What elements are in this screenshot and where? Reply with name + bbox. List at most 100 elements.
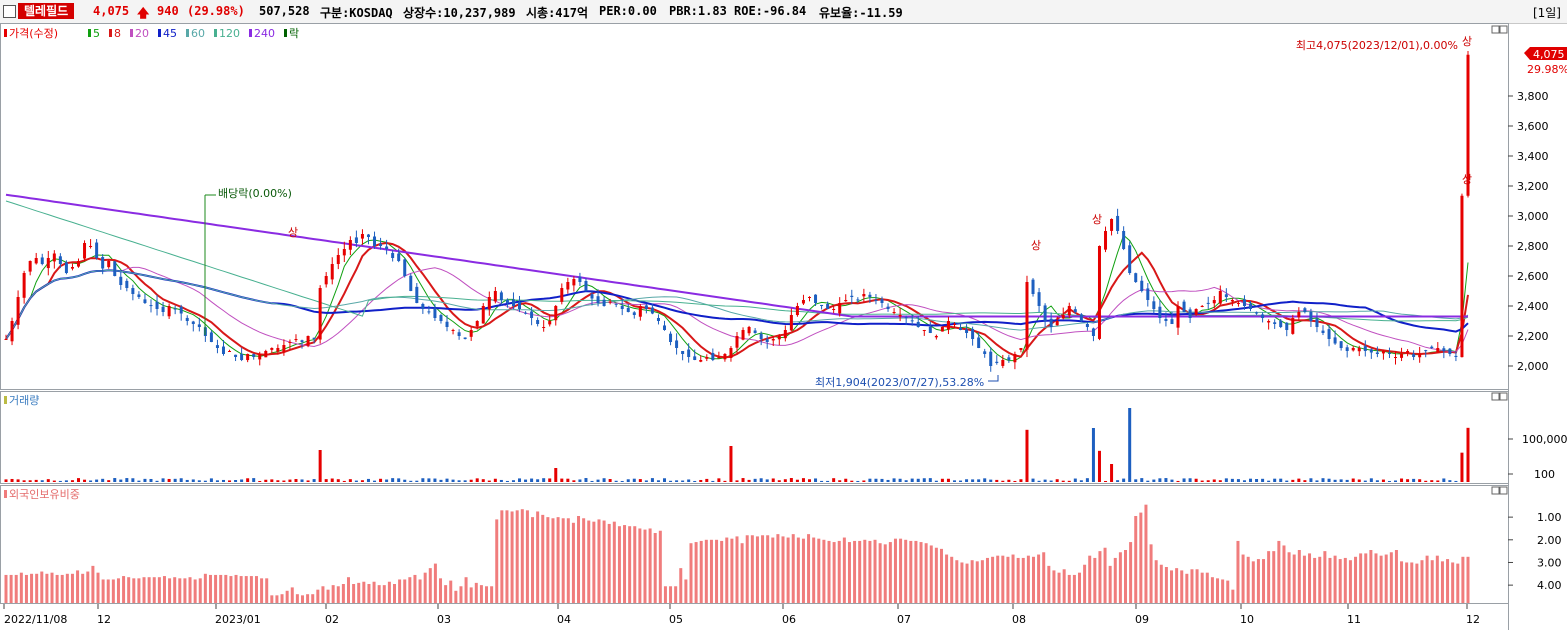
foreign-tick-label: 2.00: [1537, 534, 1562, 547]
volume-bar: [656, 480, 660, 482]
candle: [397, 248, 401, 263]
volume-bar: [1025, 429, 1029, 482]
candle: [1424, 349, 1428, 358]
foreign-bar: [423, 572, 427, 603]
foreign-bar: [1456, 563, 1460, 603]
minimize-icon[interactable]: [1491, 392, 1500, 401]
stock-name-badge[interactable]: 텔레필드: [18, 3, 75, 19]
candle: [1116, 208, 1120, 235]
foreign-bar: [1159, 564, 1163, 603]
candle: [729, 346, 733, 362]
candle: [542, 320, 546, 332]
stock-info-bar: 텔레필드 4,075 🡅 940 (29.98%) 507,528 구분:KOS…: [0, 0, 1567, 24]
candle: [4, 334, 8, 340]
volume-bar: [663, 478, 667, 482]
volume-bar: [1176, 480, 1180, 482]
candle: [807, 296, 811, 302]
candle: [608, 298, 612, 305]
foreign-bar: [1072, 574, 1076, 603]
volume-bar: [868, 478, 872, 482]
volume-bar: [421, 478, 425, 482]
maximize-icon[interactable]: [1499, 486, 1508, 495]
candle: [880, 296, 884, 308]
foreign-bar: [464, 577, 468, 603]
candle: [578, 272, 582, 286]
volume-bar: [1170, 479, 1174, 482]
volume-bar: [1400, 478, 1404, 482]
foreign-bar: [208, 574, 212, 603]
foreign-bar: [904, 539, 908, 603]
volume-bar: [155, 480, 159, 482]
foreign-bar: [531, 517, 535, 603]
foreign-bar: [198, 578, 202, 603]
volume-bar: [548, 478, 552, 482]
volume-bar: [1357, 479, 1361, 482]
foreign-bar: [183, 578, 187, 603]
candle: [1079, 313, 1083, 323]
ma-120-line: [5, 200, 1469, 322]
maximize-icon[interactable]: [1499, 392, 1508, 401]
volume-bar: [1104, 480, 1108, 482]
panel-buttons[interactable]: [1491, 25, 1508, 495]
candle: [1279, 319, 1283, 329]
volume-bar: [228, 480, 232, 482]
foreign-bar: [1210, 577, 1214, 603]
candle: [771, 336, 775, 347]
volume-bar: [1116, 480, 1120, 482]
volume-bars: [4, 408, 1470, 482]
minimize-icon[interactable]: [1491, 25, 1500, 34]
listed-shares: 상장수:10,237,989: [403, 6, 516, 20]
candle: [300, 339, 304, 349]
volume-bar: [1224, 478, 1228, 482]
volume-bar: [252, 478, 256, 482]
volume-bar: [632, 478, 636, 482]
foreign-bar: [1231, 589, 1235, 603]
candle: [1037, 287, 1041, 313]
candle: [717, 351, 721, 359]
foreign-bar: [336, 586, 340, 603]
foreign-bar: [1200, 572, 1204, 603]
period-selector[interactable]: [1일]: [1532, 6, 1561, 20]
volume-bar: [270, 479, 274, 482]
candle: [58, 253, 62, 269]
volume-bar: [246, 478, 250, 482]
foreign-bar: [1435, 555, 1439, 603]
foreign-bar: [413, 574, 417, 603]
candle: [276, 344, 280, 355]
volume-bar: [518, 478, 522, 482]
volume-bar: [554, 468, 558, 482]
volume-bar: [391, 478, 395, 482]
volume-bar: [536, 479, 540, 482]
volume-bar: [832, 478, 836, 482]
volume-bar: [602, 478, 606, 482]
candle: [1291, 314, 1295, 335]
candle: [1146, 283, 1150, 307]
foreign-bar: [30, 573, 34, 603]
select-checkbox[interactable]: [3, 5, 16, 18]
candle: [663, 320, 667, 331]
foreign-bar: [168, 578, 172, 603]
limit-up-marker: 상: [1092, 213, 1102, 226]
candle: [379, 237, 383, 250]
volume-bar: [167, 478, 171, 482]
candle: [366, 233, 370, 245]
candle: [1321, 325, 1325, 336]
foreign-bar: [633, 526, 637, 603]
minimize-icon[interactable]: [1491, 486, 1500, 495]
volume-bar: [52, 480, 56, 482]
volume-bar: [1206, 480, 1210, 482]
candle: [1170, 311, 1174, 325]
candle: [113, 260, 117, 277]
volume-bar: [1375, 480, 1379, 482]
foreign-bar: [341, 584, 345, 603]
candle: [814, 294, 818, 306]
price-tick-label: 3,800: [1517, 90, 1549, 103]
candle: [1285, 322, 1289, 337]
foreign-bar: [694, 542, 698, 603]
foreign-bar: [377, 585, 381, 603]
candle: [965, 324, 969, 339]
foreign-bar: [720, 540, 724, 603]
maximize-icon[interactable]: [1499, 25, 1508, 34]
candle: [644, 303, 648, 314]
volume-bar: [735, 480, 739, 482]
